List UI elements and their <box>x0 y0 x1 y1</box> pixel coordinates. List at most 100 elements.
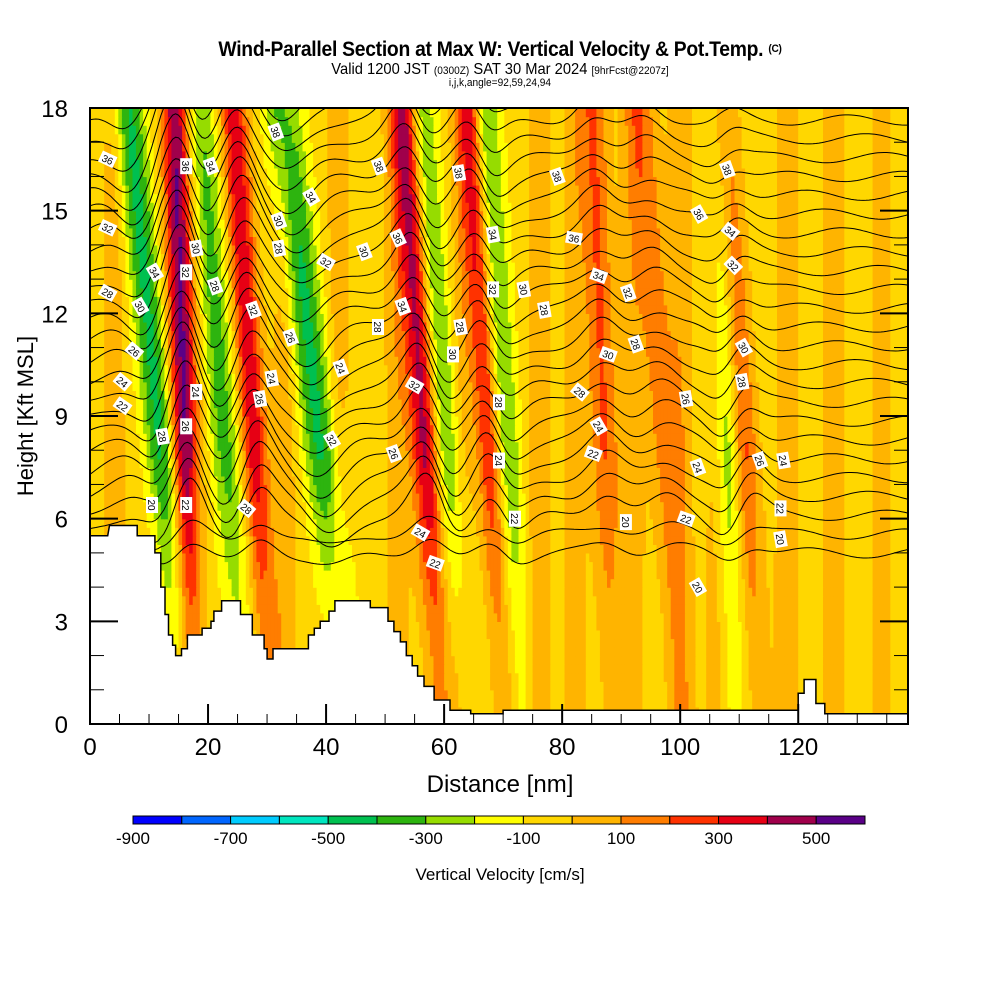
velocity-cell <box>461 552 466 563</box>
velocity-cell <box>706 629 711 640</box>
velocity-cell <box>709 638 714 648</box>
velocity-cell <box>444 595 449 605</box>
velocity-cell <box>185 621 190 631</box>
velocity-cell <box>745 672 750 682</box>
velocity-cell <box>171 578 176 588</box>
velocity-cell <box>532 544 537 554</box>
velocity-cell <box>723 655 728 665</box>
velocity-cell <box>840 689 845 699</box>
velocity-cell <box>504 595 509 605</box>
velocity-cell <box>171 621 176 631</box>
velocity-cell <box>748 621 753 631</box>
velocity-cell <box>886 621 891 631</box>
velocity-cell <box>571 570 576 580</box>
velocity-cell <box>164 587 169 597</box>
velocity-cell <box>472 681 477 691</box>
velocity-cell <box>720 689 725 699</box>
velocity-cell <box>730 655 735 665</box>
velocity-cell <box>900 706 905 717</box>
velocity-cell <box>762 544 767 554</box>
velocity-cell <box>203 621 208 631</box>
velocity-cell <box>766 578 771 588</box>
velocity-cell <box>603 681 608 691</box>
velocity-cell <box>426 664 431 674</box>
velocity-cell <box>720 587 725 597</box>
velocity-cell <box>851 689 856 699</box>
velocity-cell <box>493 689 498 699</box>
velocity-cell <box>847 647 852 657</box>
velocity-cell <box>706 698 711 708</box>
velocity-cell <box>546 561 551 571</box>
velocity-cell <box>840 552 845 563</box>
velocity-cell <box>522 621 527 631</box>
velocity-cell <box>206 561 211 571</box>
velocity-cell <box>752 681 757 691</box>
velocity-cell <box>203 604 208 614</box>
velocity-cell <box>383 595 388 605</box>
velocity-cell <box>380 544 385 554</box>
velocity-cell <box>681 638 686 648</box>
velocity-cell <box>454 544 459 554</box>
velocity-cell <box>298 612 303 622</box>
velocity-cell <box>483 595 488 605</box>
velocity-cell <box>483 698 488 708</box>
velocity-cell <box>791 552 796 563</box>
velocity-cell <box>869 629 874 640</box>
velocity-cell <box>245 552 250 563</box>
velocity-cell <box>479 638 484 648</box>
velocity-cell <box>352 561 357 571</box>
velocity-cell <box>553 664 558 674</box>
velocity-cell <box>599 698 604 708</box>
velocity-cell <box>185 604 190 614</box>
velocity-cell <box>476 544 481 554</box>
velocity-cell <box>752 561 757 571</box>
velocity-cell <box>298 535 303 545</box>
velocity-cell <box>522 638 527 648</box>
velocity-cell <box>458 698 463 708</box>
velocity-cell <box>769 570 774 580</box>
velocity-cell <box>486 655 491 665</box>
velocity-cell <box>507 561 512 571</box>
velocity-cell <box>624 570 629 580</box>
velocity-cell <box>815 647 820 657</box>
velocity-cell <box>695 655 700 665</box>
velocity-cell <box>373 570 378 580</box>
velocity-cell <box>688 621 693 631</box>
velocity-cell <box>291 595 296 605</box>
velocity-cell <box>553 655 558 665</box>
velocity-cell <box>167 604 172 614</box>
velocity-cell <box>823 552 828 563</box>
velocity-cell <box>858 595 863 605</box>
velocity-cell <box>447 552 452 563</box>
velocity-cell <box>571 664 576 674</box>
velocity-cell <box>479 587 484 597</box>
velocity-cell <box>235 570 240 580</box>
velocity-cell <box>815 561 820 571</box>
velocity-cell <box>504 681 509 691</box>
velocity-cell <box>504 570 509 580</box>
velocity-cell <box>635 681 640 691</box>
velocity-cell <box>769 629 774 640</box>
velocity-cell <box>801 570 806 580</box>
velocity-cell <box>298 552 303 563</box>
velocity-cell <box>592 664 597 674</box>
velocity-cell <box>791 629 796 640</box>
velocity-cell <box>486 535 491 545</box>
velocity-cell <box>468 578 473 588</box>
velocity-cell <box>660 681 665 691</box>
velocity-cell <box>589 689 594 699</box>
velocity-cell <box>362 587 367 597</box>
velocity-cell <box>313 561 318 571</box>
velocity-cell <box>387 587 392 597</box>
velocity-cell <box>518 595 523 605</box>
velocity-cell <box>862 544 867 554</box>
velocity-cell <box>160 544 165 554</box>
velocity-cell <box>734 672 739 682</box>
velocity-cell <box>203 595 208 605</box>
velocity-cell <box>561 672 566 682</box>
velocity-cell <box>224 535 229 545</box>
velocity-cell <box>777 647 782 657</box>
velocity-cell <box>826 570 831 580</box>
velocity-cell <box>260 544 265 554</box>
velocity-cell <box>837 672 842 682</box>
